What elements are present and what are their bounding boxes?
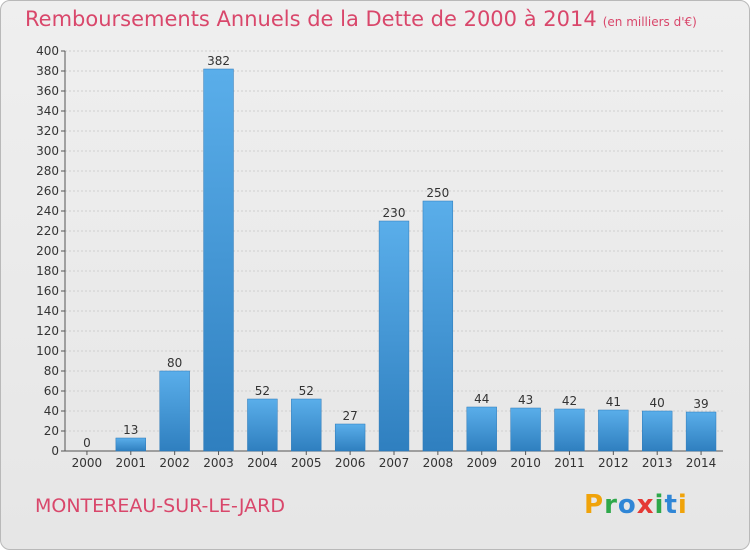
- data-label: 41: [606, 395, 621, 409]
- axes: 0 20 40 60 80 100 120 140 160 180 200 220 240 260 280 3…: [36, 44, 723, 470]
- bar: [642, 410, 673, 452]
- y-tick-label: 140: [36, 304, 59, 318]
- y-tick-label: 300: [36, 144, 59, 158]
- x-tick-label: 2014: [686, 456, 717, 470]
- bar: [291, 398, 322, 452]
- bar: [159, 370, 190, 452]
- x-tick-label: 2010: [510, 456, 541, 470]
- data-label: 230: [383, 206, 406, 220]
- data-label: 39: [693, 397, 708, 411]
- logo-letter: x: [636, 490, 655, 520]
- logo-letter: P: [584, 490, 605, 520]
- x-tick-label: 2013: [642, 456, 673, 470]
- y-tick-label: 240: [36, 204, 59, 218]
- town-name: MONTEREAU-SUR-LE-JARD: [35, 495, 285, 517]
- bars: [115, 68, 717, 452]
- data-label: 42: [562, 394, 577, 408]
- y-tick-label: 160: [36, 284, 59, 298]
- bar: [466, 406, 497, 452]
- x-tick-label: 2007: [379, 456, 410, 470]
- logo-letter: o: [617, 490, 637, 520]
- x-tick-label: 2009: [466, 456, 497, 470]
- x-tick-label: 2011: [554, 456, 585, 470]
- data-label: 80: [167, 356, 182, 370]
- y-tick-label: 120: [36, 324, 59, 338]
- y-tick-label: 60: [44, 384, 59, 398]
- bar: [378, 220, 410, 452]
- data-label: 27: [342, 409, 357, 423]
- y-tick-label: 400: [36, 44, 59, 58]
- logo-letter: i: [677, 490, 688, 520]
- bar: [510, 407, 541, 452]
- bar: [554, 408, 585, 452]
- bar-chart: 0 20 40 60 80 100 120 140 160 180 200 220 240 260 280 3…: [36, 44, 723, 470]
- y-tick-label: 40: [44, 404, 59, 418]
- chart-title: Remboursements Annuels de la Dette de 20…: [25, 7, 697, 31]
- logo-letter: r: [604, 490, 618, 520]
- data-label: 13: [123, 423, 138, 437]
- x-tick-label: 2003: [203, 456, 234, 470]
- y-tick-label: 80: [44, 364, 59, 378]
- y-tick-label: 0: [51, 444, 59, 458]
- bar: [203, 68, 234, 452]
- data-label: 52: [255, 384, 270, 398]
- y-tick-label: 320: [36, 124, 59, 138]
- bar: [334, 423, 366, 452]
- logo-letter: i: [654, 490, 665, 520]
- data-label: 43: [518, 393, 533, 407]
- bar: [598, 409, 629, 452]
- data-label: 0: [83, 436, 91, 450]
- chart-unit-text: (en milliers d'€): [602, 15, 697, 29]
- y-tick-label: 180: [36, 264, 59, 278]
- x-tick-label: 2008: [423, 456, 454, 470]
- y-tick-label: 260: [36, 184, 59, 198]
- data-labels: 0 13 80 382 52 52 27 230 250 44 43 42 41 40 39: [83, 54, 709, 450]
- x-tick-label: 2012: [598, 456, 629, 470]
- bar: [115, 437, 146, 452]
- logo-letter: t: [664, 490, 678, 520]
- x-tick-label: 2000: [72, 456, 103, 470]
- x-tick-label: 2005: [291, 456, 322, 470]
- y-tick-label: 200: [36, 244, 59, 258]
- data-label: 382: [207, 54, 230, 68]
- y-tick-label: 220: [36, 224, 59, 238]
- data-label: 52: [299, 384, 314, 398]
- chart-title-text: Remboursements Annuels de la Dette de 20…: [25, 7, 597, 31]
- proxiti-logo: Proxiti: [584, 490, 688, 520]
- bar: [685, 411, 717, 452]
- data-label: 250: [426, 186, 449, 200]
- y-tick-label: 100: [36, 344, 59, 358]
- x-tick-label: 2006: [335, 456, 366, 470]
- y-tick-label: 20: [44, 424, 59, 438]
- x-tick-label: 2002: [159, 456, 190, 470]
- data-label: 44: [474, 392, 489, 406]
- y-tick-label: 360: [36, 84, 59, 98]
- bar: [422, 200, 454, 452]
- data-label: 40: [650, 396, 665, 410]
- x-tick-label: 2004: [247, 456, 278, 470]
- x-tick-label: 2001: [116, 456, 147, 470]
- bar: [247, 398, 278, 452]
- y-tick-label: 340: [36, 104, 59, 118]
- y-tick-label: 280: [36, 164, 59, 178]
- y-tick-label: 380: [36, 64, 59, 78]
